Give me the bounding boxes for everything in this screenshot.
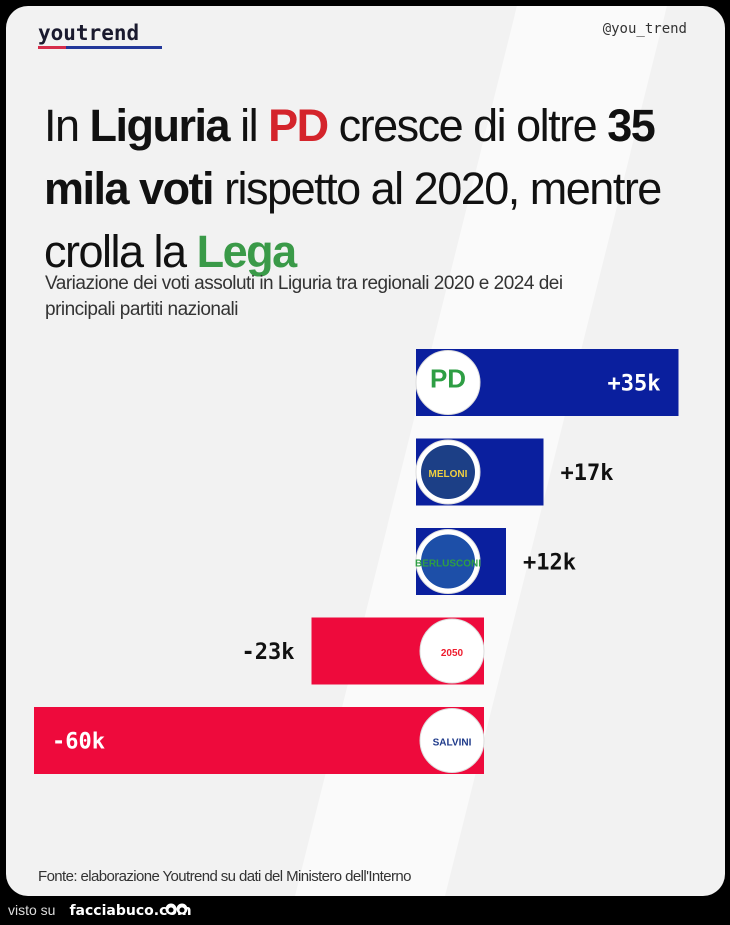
bar-4	[34, 707, 484, 774]
party-logo-text-2: BERLUSCONI	[415, 559, 481, 570]
party-logo-text-3: 2050	[441, 648, 464, 659]
data-label-3: -23k	[242, 640, 295, 665]
subtitle: Variazione dei voti assoluti in Liguria …	[45, 273, 563, 320]
source-note: Fonte: elaborazione Youtrend su dati del…	[38, 868, 411, 885]
footer-watermark: visto su facciabuco.com	[8, 902, 192, 919]
logo-underline-accent	[38, 46, 66, 49]
party-logo-fill-2	[421, 534, 475, 589]
youtrend-logo: youtrend	[38, 21, 140, 45]
party-logo-fill-4	[425, 713, 479, 768]
party-logo-text-1: MELONI	[429, 469, 468, 480]
headline-text: rispetto al 2020, mentre crolla la	[44, 163, 662, 277]
headline: In Liguria il PD cresce di oltre 35 mila…	[44, 94, 704, 283]
headline-pd: PD	[268, 100, 329, 151]
party-logo-text-0: PD	[430, 364, 466, 394]
party-logo-fill-1	[421, 445, 475, 499]
logo-underline	[38, 46, 162, 49]
eyes-icon	[165, 903, 188, 915]
footer-prefix: visto su	[8, 902, 56, 918]
headline-text: In	[44, 100, 90, 151]
data-label-1: +17k	[561, 461, 614, 486]
bar-chart: PD +35k MELONI +17k BERLUSCONI +12k 2050 -23k SA…	[34, 349, 679, 774]
social-handle: @you_trend	[602, 21, 687, 37]
footer-site: facciabuco.com	[69, 903, 192, 919]
data-label-4: -60k	[52, 730, 105, 755]
headline-lega: Lega	[196, 226, 298, 277]
headline-text: cresce di oltre	[327, 100, 608, 151]
data-label-0: +35k	[608, 372, 661, 397]
headline-votes: 35 mila voti	[44, 100, 656, 214]
party-logo-0	[415, 350, 481, 415]
headline-text: il	[229, 100, 269, 151]
data-label-2: +12k	[523, 551, 576, 576]
party-logo-text-4: SALVINI	[433, 738, 472, 749]
infographic-card: youtrend @you_trend In Liguria il PD cre…	[6, 6, 725, 896]
headline-region: Liguria	[89, 100, 231, 151]
party-logo-fill-3	[425, 624, 479, 678]
